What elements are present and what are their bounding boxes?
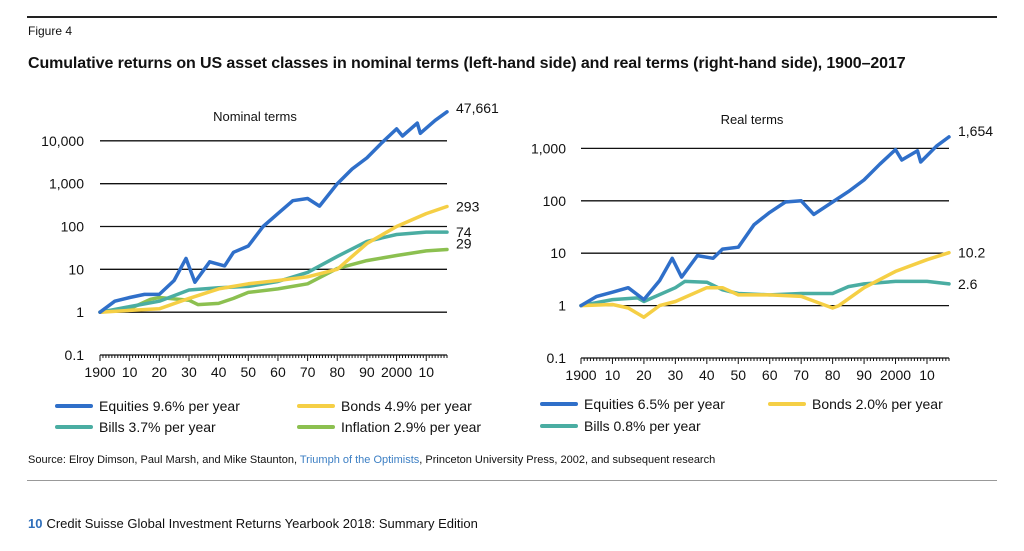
y-tick-label: 10	[68, 261, 84, 277]
end-label-bills: 2.6	[958, 276, 978, 292]
legend-label: Bills 0.8% per year	[584, 418, 701, 434]
y-tick-label: 1,000	[49, 176, 84, 192]
x-tick-label: 1900	[84, 364, 115, 380]
series-line-equities	[579, 135, 951, 308]
x-tick-label: 10	[418, 364, 434, 380]
legend-item-bills-real: Bills 0.8% per year	[540, 418, 701, 434]
legend-label: Equities 9.6% per year	[99, 398, 240, 414]
legend-item-inflation-nominal: Inflation 2.9% per year	[297, 419, 481, 435]
figure-label: Figure 4	[28, 24, 73, 38]
x-tick-label: 30	[181, 364, 197, 380]
end-label-inflation: 29	[456, 236, 472, 252]
legend-swatch-bills	[55, 425, 93, 429]
legend-swatch-bonds	[297, 404, 335, 408]
y-tick-label: 1,000	[531, 140, 566, 156]
y-tick-label: 100	[61, 219, 85, 235]
x-tick-label: 90	[856, 367, 872, 383]
end-label-bonds: 293	[456, 199, 480, 215]
legend-item-bills-nominal: Bills 3.7% per year	[55, 419, 216, 435]
x-tick-label: 20	[152, 364, 168, 380]
x-tick-label: 20	[636, 367, 652, 383]
x-tick-label: 2000	[880, 367, 911, 383]
series-line-inflation	[98, 247, 449, 314]
footer-text: Credit Suisse Global Investment Returns …	[46, 516, 478, 531]
y-tick-label: 0.1	[65, 347, 85, 363]
x-tick-label: 80	[329, 364, 345, 380]
legend-swatch-bills	[540, 424, 578, 428]
legend-item-equities-nominal: Equities 9.6% per year	[55, 398, 240, 414]
legend-label: Bills 3.7% per year	[99, 419, 216, 435]
panel-title: Real terms	[721, 112, 784, 127]
x-tick-label: 60	[270, 364, 286, 380]
legend-label: Inflation 2.9% per year	[341, 419, 482, 435]
source-suffix: , Princeton University Press, 2002, and …	[419, 454, 716, 466]
y-tick-label: 10,000	[41, 133, 84, 149]
end-label-equities: 47,661	[456, 100, 499, 116]
y-tick-label: 1	[76, 304, 84, 320]
end-label-equities: 1,654	[958, 123, 993, 139]
end-label-bonds: 10.2	[958, 245, 985, 261]
legend-item-bonds-nominal: Bonds 4.9% per year	[297, 398, 472, 414]
y-tick-label: 10	[550, 245, 566, 261]
page-footer: 10 Credit Suisse Global Investment Return…	[28, 516, 478, 531]
legend-label: Bonds 4.9% per year	[341, 398, 472, 414]
x-tick-label: 60	[762, 367, 778, 383]
x-tick-label: 40	[211, 364, 227, 380]
series-line-bonds	[98, 204, 449, 314]
legend-label: Bonds 2.0% per year	[812, 396, 943, 412]
x-tick-label: 70	[793, 367, 809, 383]
x-tick-label: 2000	[381, 364, 412, 380]
series-line-bonds	[579, 250, 951, 319]
y-tick-label: 0.1	[547, 350, 567, 366]
x-tick-label: 90	[359, 364, 375, 380]
x-tick-label: 40	[699, 367, 715, 383]
legend-item-equities-real: Equities 6.5% per year	[540, 396, 725, 412]
series-line-equities	[98, 110, 449, 314]
legend-item-bonds-real: Bonds 2.0% per year	[768, 396, 943, 412]
x-tick-label: 10	[122, 364, 138, 380]
x-tick-label: 10	[919, 367, 935, 383]
y-tick-label: 1	[558, 298, 566, 314]
source-link[interactable]: Triumph of the Optimists	[299, 454, 420, 466]
y-tick-label: 100	[543, 193, 567, 209]
figure-title: Cumulative returns on US asset classes i…	[28, 55, 906, 72]
end-label-bills: 74	[456, 224, 472, 240]
legend-label: Equities 6.5% per year	[584, 396, 725, 412]
source-note: Source: Elroy Dimson, Paul Marsh, and Mi…	[28, 454, 715, 466]
legend-swatch-inflation	[297, 425, 335, 429]
x-tick-label: 10	[605, 367, 621, 383]
legend-swatch-bonds	[768, 402, 806, 406]
page-number: 10	[28, 516, 43, 531]
x-tick-label: 50	[730, 367, 746, 383]
source-prefix: Source: Elroy Dimson, Paul Marsh, and Mi…	[28, 454, 300, 466]
panel-title: Nominal terms	[213, 109, 297, 124]
legend-swatch-equities	[540, 402, 578, 406]
footer-rule	[27, 480, 997, 481]
legend-swatch-equities	[55, 404, 93, 408]
x-tick-label: 30	[668, 367, 684, 383]
x-tick-label: 50	[241, 364, 257, 380]
x-tick-label: 70	[300, 364, 316, 380]
x-tick-label: 1900	[565, 367, 596, 383]
top-rule	[27, 16, 997, 18]
x-tick-label: 80	[825, 367, 841, 383]
